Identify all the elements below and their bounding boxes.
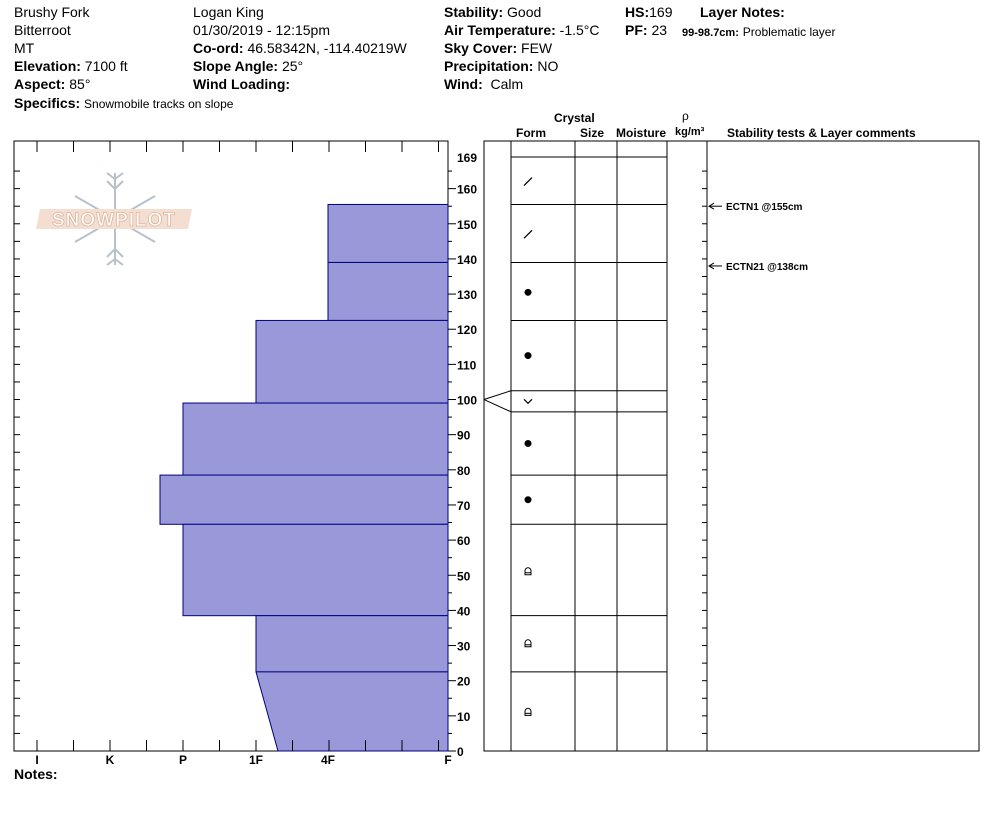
wind: Wind: Calm xyxy=(444,76,524,92)
observer: Logan King xyxy=(193,4,264,20)
height-tick-label: 30 xyxy=(457,640,471,654)
crystal-form-rounds-icon xyxy=(524,496,532,504)
stability: Stability: Good xyxy=(444,4,542,20)
hardness-bar xyxy=(182,402,449,476)
density-rho: ρ xyxy=(682,109,689,123)
stability-test-arrowhead xyxy=(708,202,715,210)
height-tick-label: 0 xyxy=(457,745,464,759)
comments-frame xyxy=(706,140,980,752)
crystal-form-decomposing-icon xyxy=(523,229,533,239)
height-tick-label: 100 xyxy=(457,394,477,408)
height-tick-label: 130 xyxy=(457,288,477,302)
height-tick-label: 60 xyxy=(457,534,471,548)
hardness-bar xyxy=(327,261,449,321)
location: Brushy Fork xyxy=(14,4,90,20)
air-temperature: Air Temperature: -1.5°C xyxy=(444,22,600,38)
precipitation: Precipitation: NO xyxy=(444,58,559,74)
crystal-form-rounds-icon xyxy=(524,439,532,447)
crystal-form-surface-hoar-icon xyxy=(523,398,533,405)
crystal-form-faceted-rounds-icon xyxy=(524,567,532,576)
hardness-bar xyxy=(255,671,449,752)
specifics: Specifics: Snowmobile tracks on slope xyxy=(14,95,234,111)
crystal-form-decomposing-icon xyxy=(523,177,533,187)
stability-test-label: ECTN1 @155cm xyxy=(726,202,803,213)
height-tick-label: 70 xyxy=(457,499,471,513)
crystal-form-faceted-rounds-icon xyxy=(524,707,532,716)
crystal-header: Crystal xyxy=(554,111,595,125)
height-tick-label: 120 xyxy=(457,323,477,337)
density-unit: kg/m³ xyxy=(675,126,705,138)
crystal-form-rounds-icon xyxy=(524,288,532,296)
sky-cover: Sky Cover: FEW xyxy=(444,40,553,56)
height-connector xyxy=(483,390,512,400)
hardness-plot-frame xyxy=(13,140,449,752)
datetime: 01/30/2019 - 12:15pm xyxy=(193,22,330,38)
slope-angle: Slope Angle: 25° xyxy=(193,58,304,74)
crystal-form-rounds-icon xyxy=(524,352,532,360)
moisture-header: Moisture xyxy=(616,126,667,140)
hardness-bar xyxy=(159,474,449,525)
hardness-tick-label: P xyxy=(179,753,187,767)
hardness-bar xyxy=(255,319,449,404)
hardness-tick-label: 4F xyxy=(321,753,335,767)
stability-test-arrowhead xyxy=(708,262,715,270)
crystal-form-faceted-rounds-icon xyxy=(524,639,532,648)
stability-test-label: ECTN21 @138cm xyxy=(726,262,808,273)
hardness-bar xyxy=(255,615,449,673)
height-connector xyxy=(483,399,512,413)
height-tick-label: 169 xyxy=(457,151,477,165)
height-tick-label: 10 xyxy=(457,710,471,724)
height-tick-label: 140 xyxy=(457,253,477,267)
height-tick-label: 160 xyxy=(457,183,477,197)
comments-header: Stability tests & Layer comments xyxy=(727,126,916,140)
wind-loading: Wind Loading: xyxy=(193,76,291,92)
size-header: Size xyxy=(580,126,605,140)
layer-notes-label: Layer Notes: xyxy=(700,4,785,20)
hardness-bar xyxy=(327,203,449,263)
elevation: Elevation: 7100 ft xyxy=(14,58,128,74)
height-tick-label: 40 xyxy=(457,604,471,618)
hardness-bar xyxy=(182,523,449,617)
height-tick-label: 110 xyxy=(457,358,477,372)
hardness-tick-label: I xyxy=(35,753,38,767)
state: MT xyxy=(14,40,35,56)
snow-height: HS:169 xyxy=(625,4,673,20)
hardness-tick-label: F xyxy=(444,753,451,767)
form-header: Form xyxy=(516,126,546,140)
height-tick-label: 80 xyxy=(457,464,471,478)
penetration-foot: PF: 23 xyxy=(625,22,668,38)
notes-label: Notes: xyxy=(14,766,58,782)
snowpilot-logo: SNOWPILOT xyxy=(36,172,192,266)
hardness-tick-label: 1F xyxy=(249,753,263,767)
range: Bitterroot xyxy=(14,22,71,38)
layer-table-frame xyxy=(483,140,708,752)
coordinates: Co-ord: 46.58342N, -114.40219W xyxy=(193,40,407,56)
height-tick-label: 90 xyxy=(457,429,471,443)
height-tick-label: 150 xyxy=(457,218,477,232)
height-tick-label: 50 xyxy=(457,569,471,583)
layer-note: 99-98.7cm: Problematic layer xyxy=(682,25,836,39)
hardness-tick-label: K xyxy=(106,753,115,767)
aspect: Aspect: 85° xyxy=(14,76,91,92)
logo-text: SNOWPILOT xyxy=(52,210,176,231)
height-tick-label: 20 xyxy=(457,675,471,689)
